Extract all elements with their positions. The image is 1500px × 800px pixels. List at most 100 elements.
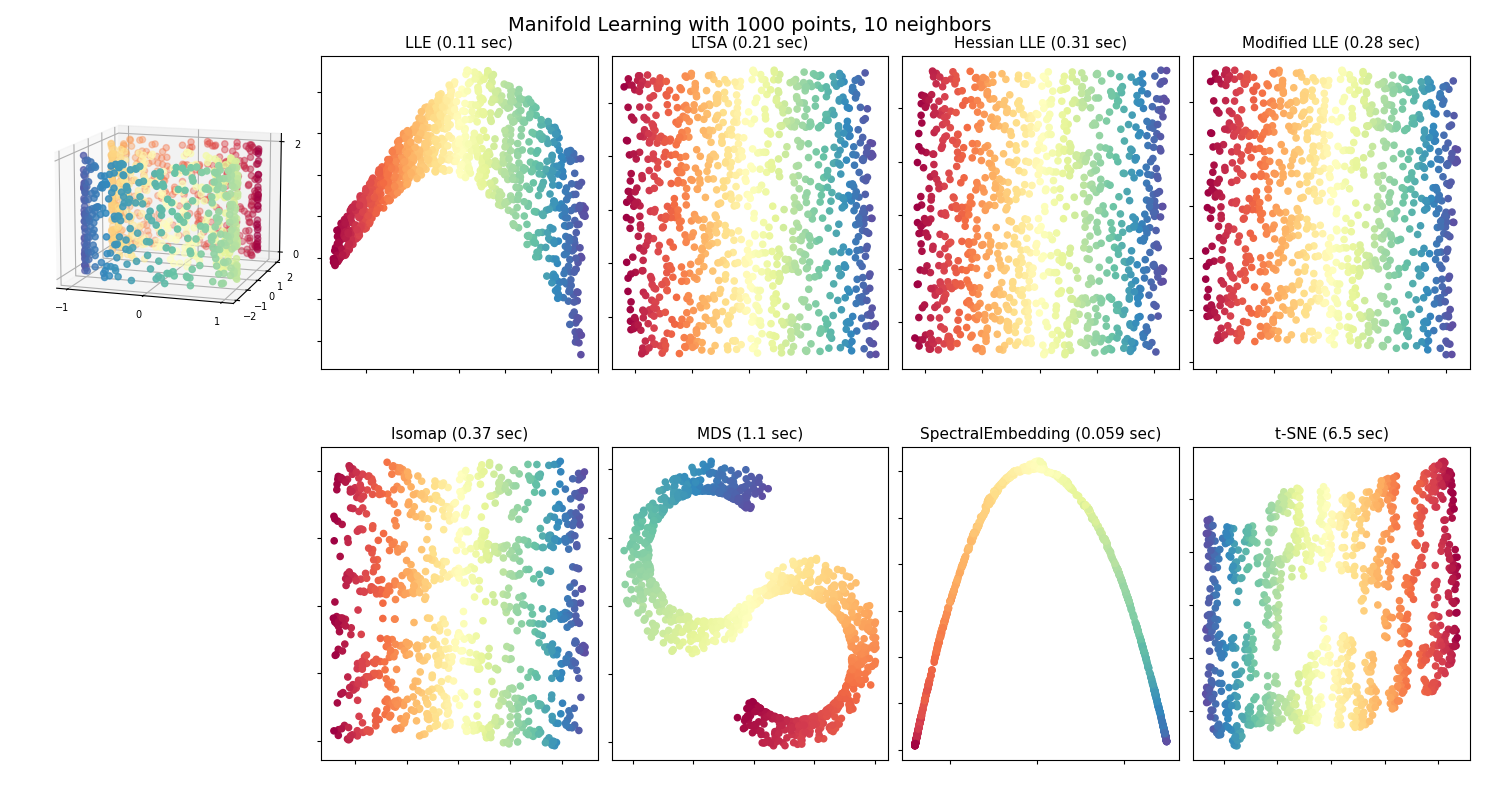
- Point: [988, 478, 1012, 491]
- Point: [922, 654, 946, 667]
- Point: [670, 302, 694, 315]
- Point: [984, 182, 1008, 194]
- Point: [528, 726, 552, 738]
- Point: [417, 146, 441, 159]
- Point: [1007, 269, 1031, 282]
- Point: [706, 155, 730, 168]
- Point: [388, 164, 412, 177]
- Point: [1143, 210, 1167, 222]
- Point: [928, 627, 952, 640]
- Point: [1436, 530, 1460, 543]
- Point: [562, 637, 586, 650]
- Point: [1102, 557, 1126, 570]
- Point: [520, 236, 544, 249]
- Point: [345, 223, 369, 236]
- Point: [1108, 572, 1132, 585]
- Point: [996, 303, 1020, 316]
- Point: [1263, 602, 1287, 614]
- Point: [1362, 560, 1386, 573]
- Point: [410, 169, 434, 182]
- Point: [908, 717, 932, 730]
- Point: [628, 569, 652, 582]
- Point: [948, 153, 972, 166]
- Point: [692, 92, 715, 105]
- Point: [741, 483, 765, 496]
- Point: [1076, 322, 1100, 334]
- Point: [1004, 465, 1028, 478]
- Point: [1376, 334, 1400, 346]
- Point: [634, 298, 658, 311]
- Point: [1114, 586, 1138, 599]
- Point: [1126, 291, 1150, 304]
- Point: [746, 724, 770, 737]
- Point: [1395, 74, 1419, 87]
- Point: [1332, 160, 1356, 173]
- Point: [844, 577, 868, 590]
- Point: [1130, 96, 1154, 109]
- Point: [552, 202, 576, 214]
- Point: [1131, 68, 1155, 81]
- Point: [344, 482, 368, 494]
- Point: [336, 532, 360, 545]
- Point: [748, 728, 772, 741]
- Point: [338, 733, 362, 746]
- Point: [1004, 320, 1028, 333]
- Point: [332, 618, 356, 630]
- Point: [807, 179, 831, 192]
- Point: [726, 711, 750, 724]
- Point: [344, 204, 368, 217]
- Point: [770, 292, 794, 305]
- Point: [1380, 611, 1404, 624]
- Point: [554, 211, 578, 224]
- Point: [831, 595, 855, 608]
- Point: [1254, 170, 1278, 182]
- Point: [651, 591, 675, 604]
- Point: [712, 616, 736, 629]
- Point: [1254, 109, 1278, 122]
- Point: [837, 702, 861, 714]
- Point: [736, 223, 760, 236]
- Point: [711, 158, 735, 171]
- Point: [1318, 195, 1342, 208]
- Point: [1281, 230, 1305, 242]
- Point: [1426, 189, 1450, 202]
- Point: [1098, 546, 1122, 558]
- Point: [1344, 680, 1368, 693]
- Point: [522, 573, 546, 586]
- Point: [1232, 315, 1256, 328]
- Point: [664, 321, 688, 334]
- Point: [1017, 187, 1041, 200]
- Point: [1386, 80, 1410, 93]
- Point: [1330, 494, 1354, 506]
- Point: [662, 474, 686, 486]
- Point: [1198, 544, 1222, 557]
- Point: [1226, 174, 1250, 187]
- Point: [406, 703, 430, 716]
- Point: [417, 105, 441, 118]
- Point: [738, 220, 762, 233]
- Point: [1203, 620, 1227, 633]
- Point: [833, 317, 856, 330]
- Point: [837, 698, 861, 710]
- Point: [668, 282, 692, 294]
- Point: [700, 485, 724, 498]
- Point: [530, 208, 554, 221]
- Point: [678, 297, 702, 310]
- Point: [853, 238, 877, 250]
- Point: [1116, 593, 1140, 606]
- Point: [1056, 477, 1080, 490]
- Point: [435, 115, 459, 128]
- Point: [1434, 79, 1458, 92]
- Point: [642, 579, 666, 592]
- Point: [705, 629, 729, 642]
- Point: [1143, 686, 1167, 699]
- Point: [525, 478, 549, 491]
- Point: [1214, 94, 1237, 107]
- Point: [1284, 501, 1308, 514]
- Point: [798, 574, 822, 587]
- Point: [1000, 466, 1024, 478]
- Point: [422, 154, 446, 166]
- Point: [1281, 698, 1305, 710]
- Point: [732, 481, 756, 494]
- Point: [1071, 80, 1095, 93]
